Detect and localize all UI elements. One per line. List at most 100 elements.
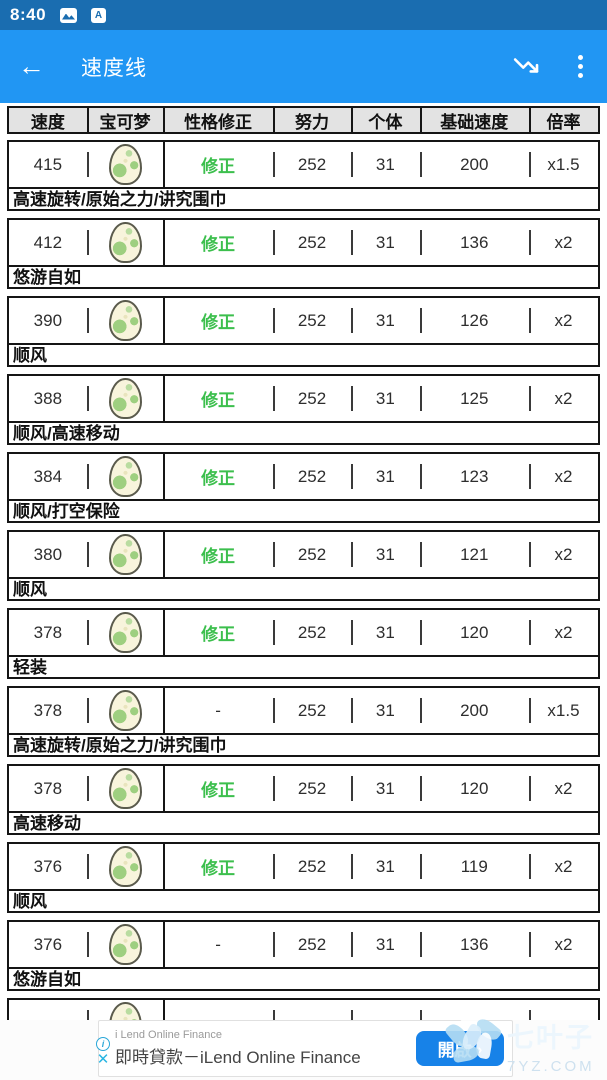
back-icon[interactable]: ← — [18, 51, 45, 81]
ev-value: 252 — [297, 466, 327, 486]
pokemon-egg-icon — [108, 924, 142, 965]
iv-value: 31 — [375, 934, 395, 954]
row-note: 顺风 — [9, 889, 598, 911]
multiplier-value: x2 — [554, 544, 573, 564]
multiplier-value: x1.5 — [547, 700, 580, 720]
base-speed-value: 120 — [460, 622, 489, 642]
table-body: 415 修正 252 31 200 x1.5 高速旋转/原始之力/讲究围巾 41… — [7, 140, 600, 991]
nature-modifier: 修正 — [201, 469, 236, 488]
nature-modifier: 修正 — [201, 625, 236, 644]
ev-value: 252 — [297, 778, 327, 798]
letter-a-icon: A — [91, 7, 107, 23]
pokemon-cell — [87, 688, 164, 733]
ad-headline: 即時貸款－iLend Online Finance — [115, 1048, 361, 1067]
ad-close-icon[interactable]: ✕ — [96, 1051, 110, 1068]
multiplier-value: x2 — [554, 310, 573, 330]
trending-down-icon[interactable] — [512, 52, 542, 82]
table-row[interactable]: 415 修正 252 31 200 x1.5 高速旋转/原始之力/讲究围巾 — [7, 140, 600, 211]
base-speed-value: 120 — [460, 778, 489, 798]
multiplier-value: x2 — [554, 778, 573, 798]
ev-value: 252 — [297, 856, 327, 876]
pokemon-cell — [87, 766, 164, 811]
speed-value: 378 — [33, 778, 63, 798]
ad-banner: i ✕ i Lend Online Finance 即時貸款－iLend Onl… — [0, 1010, 607, 1080]
table-header-row: 速度 宝可梦 性格修正 努力 个体 基础速度 倍率 — [7, 106, 600, 134]
table-row[interactable]: 380 修正 252 31 121 x2 顺风 — [7, 530, 600, 601]
column-header: 努力 — [295, 112, 329, 132]
pokemon-cell — [87, 142, 164, 187]
table-row[interactable]: 384 修正 252 31 123 x2 顺风/打空保险 — [7, 452, 600, 523]
column-header: 倍率 — [546, 112, 581, 132]
base-speed-value: 136 — [460, 934, 489, 954]
overflow-menu-icon[interactable] — [572, 51, 589, 82]
speed-value: 415 — [33, 154, 63, 174]
ad-advertiser: i Lend Online Finance — [115, 1029, 223, 1041]
table-row[interactable]: 388 修正 252 31 125 x2 顺风/高速移动 — [7, 374, 600, 445]
table-row[interactable]: 376 修正 252 31 119 x2 顺风 — [7, 842, 600, 913]
row-note: 悠游自如 — [9, 265, 598, 287]
multiplier-value: x2 — [554, 388, 573, 408]
ev-value: 252 — [297, 232, 327, 252]
column-header: 基础速度 — [440, 112, 509, 132]
iv-value: 31 — [375, 856, 395, 876]
status-time: 8:40 — [10, 5, 47, 24]
pokemon-egg-icon — [108, 690, 142, 731]
base-speed-value: 136 — [460, 232, 489, 252]
iv-value: 31 — [375, 310, 395, 330]
pokemon-egg-icon — [108, 300, 142, 341]
ev-value: 252 — [297, 700, 327, 720]
pokemon-egg-icon — [108, 768, 142, 809]
pokemon-cell — [87, 376, 164, 421]
row-note: 悠游自如 — [9, 967, 598, 989]
nature-modifier: 修正 — [201, 547, 236, 566]
watermark-name: 七叶子 — [507, 1023, 594, 1053]
pokemon-cell — [87, 454, 164, 499]
speed-value: 390 — [33, 310, 63, 330]
ad-info-icon[interactable]: i — [96, 1037, 110, 1051]
base-speed-value: 119 — [460, 856, 488, 876]
ev-value: 252 — [297, 622, 327, 642]
iv-value: 31 — [375, 544, 395, 564]
ev-value: 252 — [297, 934, 327, 954]
ev-value: 252 — [297, 388, 327, 408]
row-note: 顺风/打空保险 — [9, 499, 598, 521]
speed-value: 376 — [33, 934, 63, 954]
screenshot-icon — [60, 7, 78, 23]
nature-modifier: 修正 — [201, 391, 236, 410]
row-note: 轻装 — [9, 655, 598, 677]
iv-value: 31 — [375, 622, 395, 642]
ad-panel[interactable]: i ✕ i Lend Online Finance 即時貸款－iLend Onl… — [96, 1020, 513, 1077]
ev-value: 252 — [297, 544, 327, 564]
multiplier-value: x2 — [554, 622, 573, 642]
pokemon-cell — [87, 922, 164, 967]
table-row[interactable]: 376 - 252 31 136 x2 悠游自如 — [7, 920, 600, 991]
status-bar: 8:40 A — [0, 0, 607, 30]
page-title: 速度线 — [81, 56, 147, 80]
ev-value: 252 — [297, 154, 327, 174]
speed-value: 378 — [33, 700, 63, 720]
table-row[interactable]: 378 修正 252 31 120 x2 轻装 — [7, 608, 600, 679]
pokemon-egg-icon — [108, 144, 142, 185]
table-row[interactable]: 378 修正 252 31 120 x2 高速移动 — [7, 764, 600, 835]
pokemon-egg-icon — [108, 222, 142, 263]
multiplier-value: x2 — [554, 856, 573, 876]
nature-modifier: 修正 — [201, 313, 236, 332]
nature-modifier: 修正 — [201, 157, 236, 176]
pokemon-cell — [87, 220, 164, 265]
iv-value: 31 — [375, 700, 395, 720]
speed-table: 速度 宝可梦 性格修正 努力 个体 基础速度 倍率 415 修正 252 31 200 x1… — [0, 103, 607, 1058]
ad-open-label: 開啟 — [437, 1041, 472, 1060]
app-bar: ← 速度线 — [0, 30, 607, 103]
ad-open-button[interactable]: 開啟 › — [416, 1031, 504, 1066]
row-note: 顺风 — [9, 343, 598, 365]
iv-value: 31 — [375, 778, 395, 798]
pokemon-cell — [87, 844, 164, 889]
base-speed-value: 126 — [460, 310, 489, 330]
table-row[interactable]: 412 修正 252 31 136 x2 悠游自如 — [7, 218, 600, 289]
table-row[interactable]: 390 修正 252 31 126 x2 顺风 — [7, 296, 600, 367]
column-header: 宝可梦 — [99, 112, 151, 132]
pokemon-egg-icon — [108, 378, 142, 419]
iv-value: 31 — [375, 232, 395, 252]
table-row[interactable]: 378 - 252 31 200 x1.5 高速旋转/原始之力/讲究围巾 — [7, 686, 600, 757]
